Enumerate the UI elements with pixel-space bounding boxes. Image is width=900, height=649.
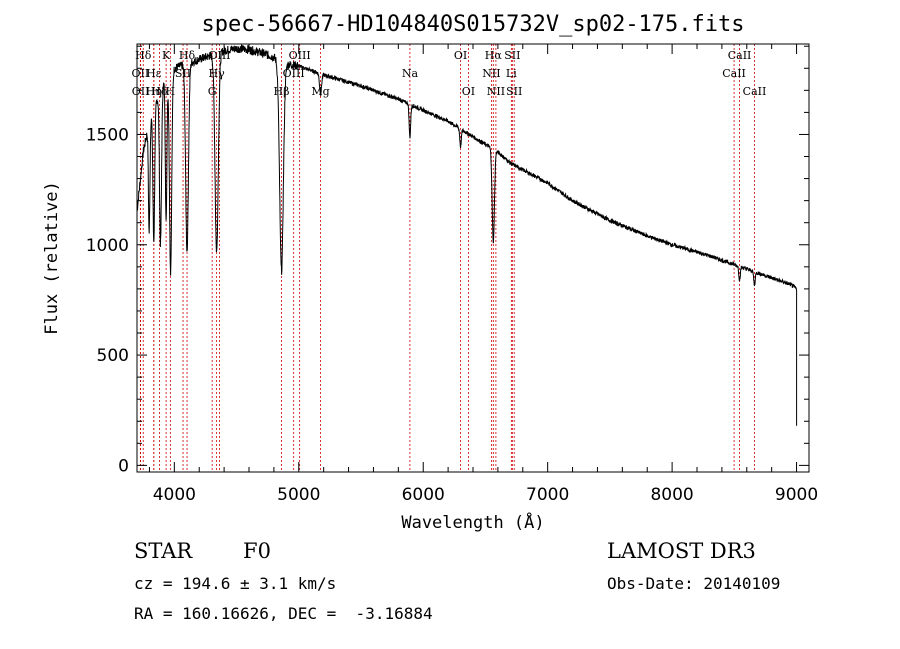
line-label-hγ: Hγ bbox=[209, 67, 226, 80]
line-label-oiii: OIII bbox=[289, 49, 311, 62]
line-label-hδ: Hδ bbox=[179, 49, 196, 62]
line-label-caii: CaII bbox=[743, 85, 767, 98]
line-label-sii: SII bbox=[504, 49, 520, 62]
line-label-oi: OI bbox=[454, 49, 467, 62]
line-label-hη: Hη bbox=[146, 85, 162, 98]
x-tick-label: 9000 bbox=[775, 485, 818, 505]
x-tick-label: 7000 bbox=[526, 485, 569, 505]
y-tick-label: 0 bbox=[118, 456, 129, 476]
line-label-nii: NII bbox=[487, 85, 505, 98]
line-label-g: G bbox=[208, 85, 217, 98]
y-axis-label: Flux (relative) bbox=[42, 181, 62, 335]
y-tick-label: 1500 bbox=[86, 125, 129, 145]
line-label-h: H bbox=[166, 85, 176, 98]
line-label-k: K bbox=[162, 49, 171, 62]
x-tick-label: 8000 bbox=[650, 485, 693, 505]
line-label-nii: NII bbox=[482, 67, 500, 80]
spectrum-line bbox=[136, 44, 798, 426]
line-label-oii: OII bbox=[132, 67, 150, 80]
coordinates: RA = 160.16626, DEC = -3.16884 bbox=[134, 604, 433, 623]
object-type: STAR bbox=[134, 539, 193, 563]
line-label-sii: SII bbox=[506, 85, 522, 98]
x-tick-label: 5000 bbox=[277, 485, 320, 505]
redshift-velocity: cz = 194.6 ± 3.1 km/s bbox=[134, 574, 337, 593]
line-label-hε: Hε bbox=[146, 67, 162, 80]
line-label-hδ: Hδ bbox=[135, 49, 152, 62]
observation-date: Obs-Date: 20140109 bbox=[607, 574, 781, 593]
x-tick-label: 6000 bbox=[402, 485, 445, 505]
y-tick-label: 1000 bbox=[86, 236, 129, 256]
line-label-oii: OII bbox=[132, 85, 150, 98]
spectral-line-markers bbox=[139, 44, 755, 472]
line-label-sii: SII bbox=[175, 67, 191, 80]
x-axis-ticks: 4000 5000 6000 7000 8000 9000 bbox=[148, 44, 818, 505]
plot-frame bbox=[136, 43, 810, 473]
survey-name: LAMOST DR3 bbox=[607, 539, 756, 563]
line-label-li: Li bbox=[506, 67, 517, 80]
x-axis-label: Wavelength (Å) bbox=[401, 511, 544, 533]
line-label-hα: Hα bbox=[485, 49, 503, 62]
y-tick-label: 500 bbox=[97, 346, 129, 366]
chart-title: spec-56667-HD104840S015732V_sp02-175.fit… bbox=[201, 12, 744, 37]
line-label-caii: CaII bbox=[728, 49, 752, 62]
line-label-na: Na bbox=[402, 67, 419, 80]
line-label-oiii: OIII bbox=[283, 67, 305, 80]
line-label-caii: CaII bbox=[722, 67, 746, 80]
line-label-oi: OI bbox=[462, 85, 475, 98]
x-tick-label: 4000 bbox=[153, 485, 196, 505]
subclass: F0 bbox=[243, 539, 271, 563]
line-label-hβ: Hβ bbox=[274, 85, 290, 98]
y-axis-ticks: 0 500 1000 1500 bbox=[86, 45, 809, 476]
